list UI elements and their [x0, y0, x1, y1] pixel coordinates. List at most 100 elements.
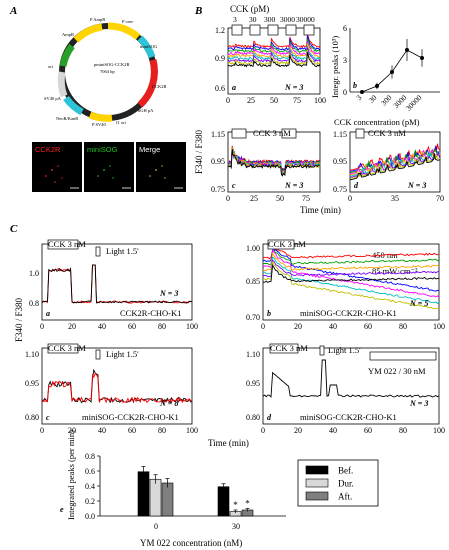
y-tick-label: 0.2 [85, 497, 95, 506]
cck-step-labels: 3 30 300 3000 30000 [233, 15, 315, 24]
x-tick-label: 40 [98, 322, 106, 331]
panel-c-letter: C [10, 223, 18, 235]
trace-line [262, 251, 440, 272]
trace-line [41, 264, 192, 304]
legend-swatch [305, 491, 329, 501]
panel-a-letter: A [9, 5, 17, 17]
x-tick-label: 3 [354, 93, 363, 102]
bar [161, 482, 174, 517]
sub-tag: a [232, 83, 236, 92]
sub-tag: b [353, 81, 357, 90]
x-tick-label: 60 [364, 426, 372, 435]
plasmid-feature: f1 ori [116, 120, 127, 125]
panel-c-sub-b: CCK 3 nM 450 nm 85 mW·cm⁻² b N = 5 miniS… [246, 239, 445, 331]
x-tick-label: 0 [154, 522, 158, 531]
x-tick-label: 30 [232, 522, 240, 531]
trace-line [227, 148, 321, 177]
trace-line [263, 263, 439, 284]
micro-label-cck2r: CCK2R [35, 145, 61, 154]
x-tick-label: 0 [226, 194, 230, 203]
legend-label: Bef. [338, 466, 353, 476]
legend-label: Dur. [338, 479, 354, 489]
x-tick-label: 20 [68, 426, 76, 435]
x-tick-label: 20 [294, 426, 302, 435]
plasmid-feature: bGH pA [138, 108, 154, 113]
panel-b-cck-header: CCK (pM) [230, 4, 269, 14]
x-tick-label: 100 [186, 322, 198, 331]
cck-label: CCK 3 nM [48, 343, 86, 353]
micro-label-minisog: miniSOG [87, 145, 118, 154]
sub-tag: d [354, 181, 359, 190]
y-tick-label: 0.95 [211, 157, 225, 166]
micro-label-merge: Merge [139, 145, 160, 154]
y-tick-label: 1.00 [246, 244, 260, 253]
x-tick-label: 300 [379, 93, 393, 107]
x-tick-label: 20 [68, 322, 76, 331]
x-tick-label: 0 [226, 96, 230, 105]
trace-line [41, 372, 193, 404]
y-tick-label: 0.85 [246, 277, 260, 286]
y-tick-label: 0.4 [85, 482, 95, 491]
x-axis-label: CCK concentration (pM) [334, 117, 420, 127]
y-tick-label: 0.70 [246, 313, 260, 322]
y-tick-label: 1.0 [29, 269, 39, 278]
y-tick-label: 1.15 [211, 130, 225, 139]
y-axis-label: Integr. peaks (10³) [330, 36, 340, 98]
cell-line-label: miniSOG-CCK2R-CHO-K1 [300, 412, 397, 422]
trace-line [262, 256, 440, 305]
panel-b-sub-c: CCK 3 nM c N = 3 1.15 0.95 0.75 0 25 50 … [211, 128, 321, 203]
n-label: N = 5 [409, 299, 428, 308]
y-tick-label: 0.95 [333, 157, 347, 166]
plasmid-center-name: pminiSOG-CCK2R [94, 62, 130, 67]
y-tick-label: 1.10 [25, 350, 39, 359]
trace-line [227, 41, 321, 56]
x-tick-label: 80 [158, 322, 166, 331]
y-axis-label: F340 / F380 [14, 297, 24, 342]
trace-line [262, 249, 440, 260]
significance-star: * [233, 500, 238, 510]
legend-label: Aft. [338, 492, 352, 502]
x-tick-label: 0 [40, 426, 44, 435]
x-tick-label: 100 [186, 426, 198, 435]
x-tick-label: 40 [329, 322, 337, 331]
x-tick-label: 70 [436, 194, 444, 203]
plasmid-feature: CCK2R [152, 84, 167, 89]
micrograph-cck2r [32, 142, 82, 192]
trace-line [262, 261, 440, 310]
trace-line [227, 38, 321, 53]
x-tick-label: 50 [270, 96, 278, 105]
sub-tag: c [232, 181, 236, 190]
trace-line [227, 49, 321, 66]
panel-b-letter: B [194, 5, 202, 17]
x-tick-label: 100 [433, 426, 445, 435]
x-tick-label: 0 [261, 426, 265, 435]
cck-step-label: 3 [233, 15, 237, 24]
significance-star: * [245, 499, 250, 509]
ym022-label: YM 022 / 30 nM [368, 366, 426, 376]
y-axis-label: Integrated peaks (per min) [66, 430, 76, 520]
x-tick-label: 30000 [404, 93, 424, 113]
x-tick-label: 75 [293, 96, 301, 105]
plasmid-feature: P AmpR [90, 17, 105, 22]
y-tick-label: 1.10 [246, 350, 260, 359]
x-tick-label: 60 [128, 322, 136, 331]
x-tick-label: 75 [302, 194, 310, 203]
y-tick-label: 0 [343, 88, 347, 97]
plasmid-map: pminiSOG-CCK2R 7064 bp P AmpR P cmv mini… [44, 17, 167, 127]
x-tick-label: 0 [348, 194, 352, 203]
sub-tag: c [46, 413, 50, 422]
trace-line [227, 145, 320, 172]
sub-tag: e [60, 505, 64, 514]
cck-step-label: 30 [249, 15, 257, 24]
plasmid-feature: NeoR/KanR [56, 116, 78, 121]
y-tick-label: 0.75 [211, 185, 225, 194]
x-tick-label: 0 [261, 322, 265, 331]
power-label: 85 mW·cm⁻² [372, 266, 418, 276]
cck-label: CCK 3 nM [368, 128, 406, 138]
y-tick-label: 0.95 [25, 379, 39, 388]
panel-b-sub-a: 3 30 300 3000 30000 a N = 3 1.2 0.9 0.6 … [215, 15, 326, 105]
cell-line-label: miniSOG-CCK2R-CHO-K1 [300, 308, 397, 318]
y-tick-label: 0.75 [333, 185, 347, 194]
legend: Bef. Dur. Aft. [297, 459, 379, 507]
